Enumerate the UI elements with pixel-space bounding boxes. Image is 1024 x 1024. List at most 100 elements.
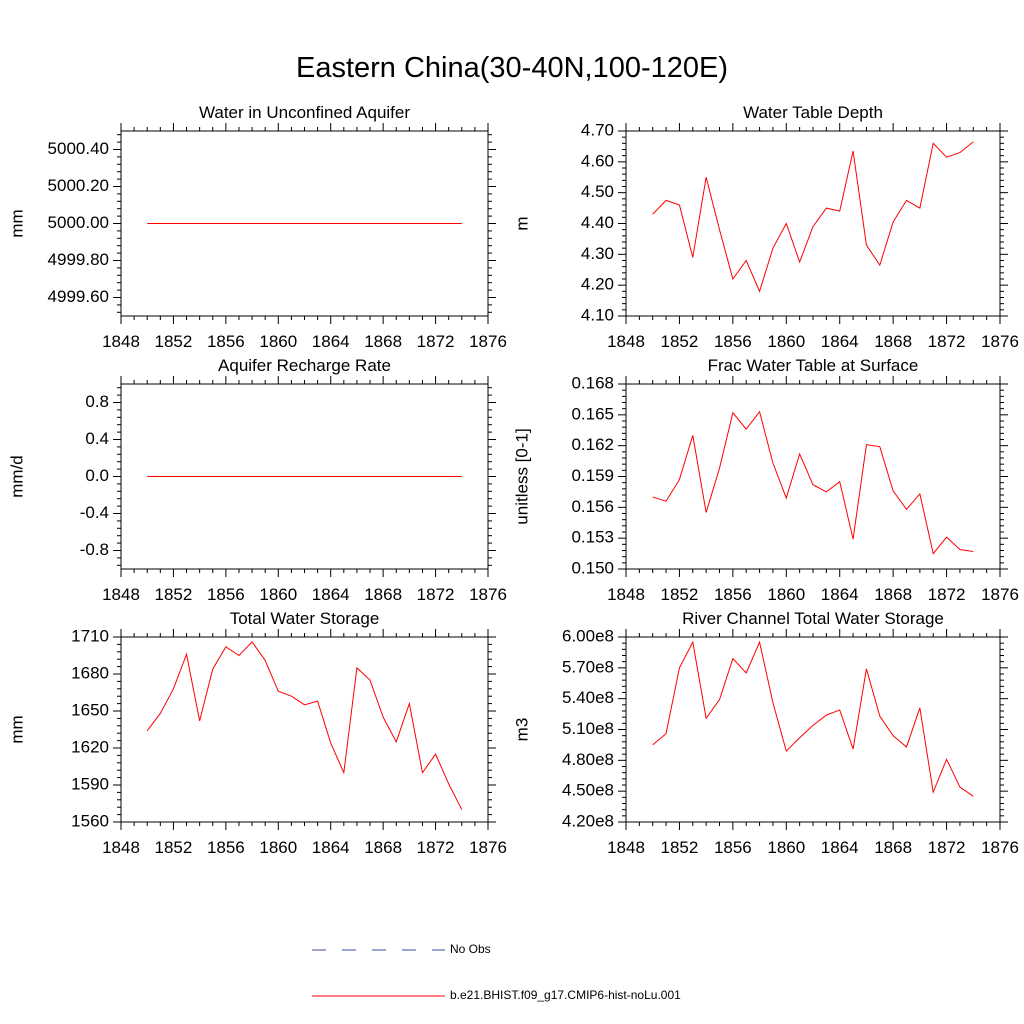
panel-title: Total Water Storage xyxy=(230,609,380,628)
panel-3: Aquifer Recharge Rate mm/d 1848 1852 1856 186… xyxy=(7,356,506,604)
y-axis-label: m3 xyxy=(512,718,531,742)
y-tick-label: 1680 xyxy=(71,663,109,682)
x-tick-label: 1876 xyxy=(981,332,1019,351)
x-tick-label: 1860 xyxy=(767,585,805,604)
y-tick-label: 0.168 xyxy=(571,373,614,392)
panel-4: Frac Water Table at Surface unitless [0-1… xyxy=(512,356,1018,604)
y-tick-label: 4.20 xyxy=(581,275,614,294)
x-tick-label: 1872 xyxy=(417,838,455,857)
x-tick-label: 1876 xyxy=(469,838,507,857)
plot-frame xyxy=(625,130,1001,317)
y-tick-label: 5000.40 xyxy=(48,139,109,158)
x-tick-label: 1864 xyxy=(312,332,350,351)
legend-obs-label: No Obs xyxy=(450,942,491,956)
y-tick-label: 4999.80 xyxy=(48,250,109,269)
panel-1: Water in Unconfined Aquifer mm 1848 1852 185… xyxy=(7,103,506,351)
y-tick-label: 1560 xyxy=(71,811,109,830)
y-tick-label: 4.70 xyxy=(581,120,614,139)
legend-model-label: b.e21.BHIST.f09_g17.CMIP6-hist-noLu.001 xyxy=(450,988,681,1002)
x-tick-label: 1848 xyxy=(607,332,645,351)
page-title: Eastern China(30-40N,100-120E) xyxy=(295,52,729,84)
x-tick-label: 1868 xyxy=(874,585,912,604)
x-tick-label: 1876 xyxy=(469,585,507,604)
x-tick-label: 1868 xyxy=(874,332,912,351)
panel-6: River Channel Total Water Storage m3 1848 1… xyxy=(512,609,1018,857)
y-tick-label: 0.150 xyxy=(571,558,614,577)
y-axis-label: mm/d xyxy=(7,455,26,498)
x-tick-label: 1872 xyxy=(417,585,455,604)
x-tick-label: 1872 xyxy=(928,838,966,857)
y-tick-label: 1710 xyxy=(71,626,109,645)
y-tick-label: 4.30 xyxy=(581,244,614,263)
series-line xyxy=(652,141,974,293)
y-tick-label: 0.153 xyxy=(571,528,614,547)
x-tick-label: 1864 xyxy=(821,838,859,857)
y-tick-label: 5000.00 xyxy=(48,213,109,232)
y-tick-label: 4.40 xyxy=(581,213,614,232)
y-tick-label: 4999.60 xyxy=(48,287,109,306)
x-tick-label: 1848 xyxy=(607,838,645,857)
panel-2: Water Table Depth m 1848 1852 1856 1860 1864 18… xyxy=(512,103,1018,351)
plot-frame xyxy=(625,383,1001,570)
x-tick-label: 1852 xyxy=(661,838,699,857)
x-tick-label: 1872 xyxy=(417,332,455,351)
x-tick-label: 1856 xyxy=(207,585,245,604)
panel-5: Total Water Storage mm 1848 1852 1856 1860 186… xyxy=(7,609,506,857)
y-tick-label: 4.80e8 xyxy=(562,750,614,769)
x-tick-label: 1860 xyxy=(767,332,805,351)
x-tick-label: 1860 xyxy=(259,838,297,857)
y-axis-label: m xyxy=(512,216,531,230)
series-line xyxy=(146,641,463,810)
y-axis-label: mm xyxy=(7,209,26,237)
x-tick-label: 1876 xyxy=(981,585,1019,604)
x-tick-label: 1860 xyxy=(259,585,297,604)
x-tick-label: 1856 xyxy=(714,332,752,351)
y-tick-label: 0.159 xyxy=(571,466,614,485)
y-tick-label: 4.50e8 xyxy=(562,781,614,800)
x-tick-label: 1856 xyxy=(714,585,752,604)
y-tick-label: 5.10e8 xyxy=(562,719,614,738)
x-tick-label: 1856 xyxy=(207,838,245,857)
y-tick-label: 1620 xyxy=(71,737,109,756)
x-tick-label: 1864 xyxy=(821,332,859,351)
y-tick-label: 5.70e8 xyxy=(562,657,614,676)
y-tick-label: 5000.20 xyxy=(48,176,109,195)
y-tick-label: 4.60 xyxy=(581,151,614,170)
plot-frame xyxy=(625,636,1001,823)
x-tick-label: 1868 xyxy=(364,838,402,857)
y-tick-label: 1590 xyxy=(71,774,109,793)
x-tick-label: 1872 xyxy=(928,585,966,604)
x-tick-label: 1848 xyxy=(102,332,140,351)
y-tick-label: 0.0 xyxy=(85,466,109,485)
x-tick-label: 1860 xyxy=(767,838,805,857)
x-tick-label: 1852 xyxy=(661,332,699,351)
panel-title: Aquifer Recharge Rate xyxy=(218,356,391,375)
x-tick-label: 1852 xyxy=(155,838,193,857)
x-tick-label: 1868 xyxy=(364,585,402,604)
x-tick-label: 1856 xyxy=(714,838,752,857)
series-line xyxy=(652,410,974,555)
x-tick-label: 1868 xyxy=(874,838,912,857)
x-tick-label: 1852 xyxy=(661,585,699,604)
x-tick-label: 1864 xyxy=(312,838,350,857)
y-tick-label: 6.00e8 xyxy=(562,626,614,645)
y-tick-label: 4.10 xyxy=(581,305,614,324)
y-tick-label: 4.20e8 xyxy=(562,811,614,830)
y-tick-label: 0.8 xyxy=(85,392,109,411)
plot-frame xyxy=(120,636,489,823)
x-tick-label: 1876 xyxy=(981,838,1019,857)
panel-title: Water in Unconfined Aquifer xyxy=(199,103,410,122)
y-axis-label: mm xyxy=(7,715,26,743)
panel-title: Frac Water Table at Surface xyxy=(708,356,919,375)
y-tick-label: 0.162 xyxy=(571,435,614,454)
y-tick-label: 4.50 xyxy=(581,182,614,201)
panel-title: River Channel Total Water Storage xyxy=(682,609,944,628)
x-tick-label: 1864 xyxy=(312,585,350,604)
x-tick-label: 1848 xyxy=(102,585,140,604)
y-tick-label: 1650 xyxy=(71,700,109,719)
y-tick-label: -0.4 xyxy=(80,503,109,522)
series-line xyxy=(652,640,974,797)
x-tick-label: 1848 xyxy=(102,838,140,857)
y-tick-label: 0.156 xyxy=(571,497,614,516)
panel-title: Water Table Depth xyxy=(743,103,883,122)
